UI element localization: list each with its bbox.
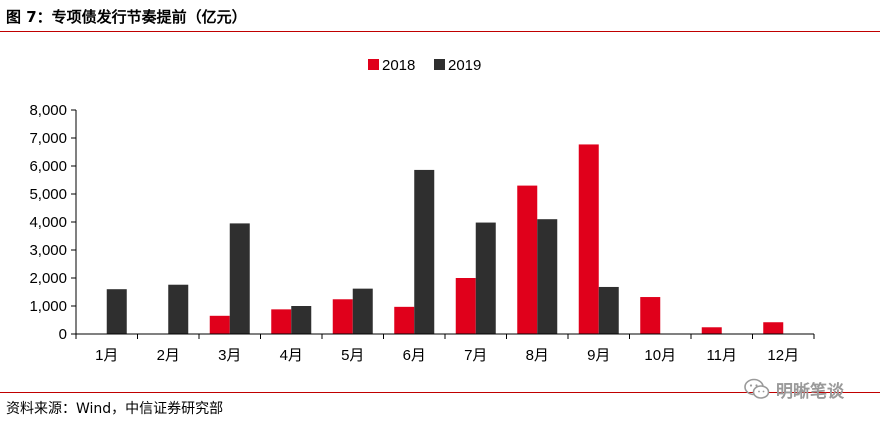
source-note: 资料来源：Wind，中信证券研究部 [6,401,224,417]
bar-2019 [291,306,312,334]
bar-2019 [168,284,189,334]
bar-2019 [229,223,250,334]
bar-2019 [537,219,558,334]
watermark: 明晰笔谈 [744,376,844,402]
footer-divider [0,392,880,393]
x-tick-label: 4月 [280,347,303,364]
x-tick-label: 1月 [95,347,118,364]
y-tick-label: 4,000 [29,214,67,231]
bar-2018 [209,315,230,334]
x-tick-label: 6月 [403,347,426,364]
bar-2019 [106,289,127,334]
watermark-text: 明晰笔谈 [776,381,844,402]
y-axis: 0 1,000 2,000 3,000 4,000 5,000 6,000 7,000 8,00… [29,102,77,343]
bar-2018 [271,309,292,334]
x-tick-label: 2月 [157,347,180,364]
y-tick-label: 8,000 [29,102,67,119]
y-tick-label: 5,000 [29,186,67,203]
legend-swatch-2019 [434,59,445,70]
x-tick-label: 10月 [644,347,676,364]
bar-2018 [578,144,599,334]
x-tick-label: 9月 [587,347,610,364]
bar-2018 [701,327,722,334]
chart-legend: 2018 2019 [368,57,481,74]
y-tick-label: 2,000 [29,270,67,287]
bar-chart: 2018 2019 0 1,000 2,000 3,000 4,000 5,000 6,000… [29,57,815,364]
x-axis: 1月 2月 3月 4月 5月 6月 7月 8月 9月 10月 11月 12月 [75,333,815,364]
legend-label-2019: 2019 [448,57,481,74]
x-tick-label: 3月 [218,347,241,364]
x-tick-label: 12月 [767,347,799,364]
bar-2019 [414,169,435,334]
bar-2018 [394,306,415,334]
bar-2019 [598,286,619,334]
x-tick-label: 11月 [706,347,737,364]
bar-2018 [517,185,538,334]
x-tick-label: 8月 [526,347,549,364]
bar-2018 [455,278,476,334]
y-tick-label: 1,000 [29,298,67,315]
x-tick-label: 7月 [464,347,487,364]
bar-2019 [352,288,373,334]
x-tick-label: 5月 [341,347,364,364]
y-tick-label: 3,000 [29,242,67,259]
bar-2018 [640,297,661,334]
y-tick-label: 0 [59,326,67,343]
wechat-icon [744,378,770,399]
bar-2018 [763,322,784,334]
bar-2018 [332,299,353,334]
bar-series [106,144,784,334]
bar-2019 [475,222,496,334]
legend-swatch-2018 [368,59,379,70]
y-tick-label: 6,000 [29,158,67,175]
legend-label-2018: 2018 [382,57,415,74]
title-divider [0,31,880,32]
figure-title: 图 7：专项债发行节奏提前（亿元） [6,8,247,26]
y-tick-label: 7,000 [29,130,67,147]
